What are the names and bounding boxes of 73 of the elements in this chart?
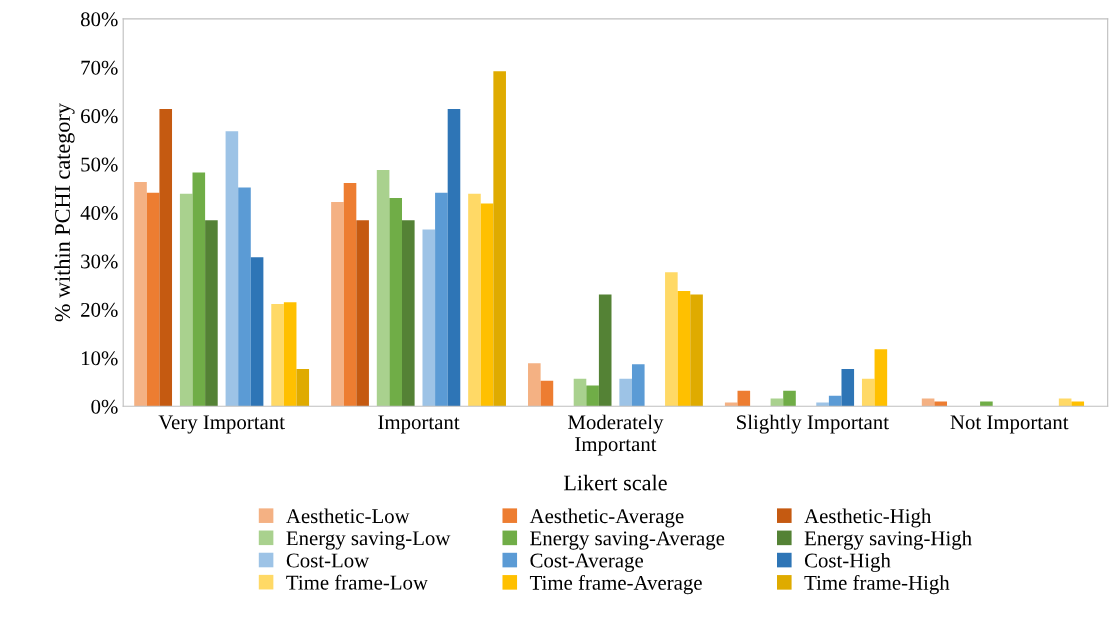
bar [619,378,632,407]
legend-label: Energy saving-Low [286,531,451,550]
bar [179,193,193,407]
y-tick-label: 40% [80,205,118,221]
y-tick-label: 10% [81,351,118,366]
bar [528,363,541,407]
bar [205,220,218,407]
y-tick-label: 70% [81,60,118,75]
bar [540,380,554,407]
x-tick-label: Slightly Important [737,414,889,434]
legend-label: Aesthetic-Low [286,508,410,524]
bar [225,131,239,407]
y-tick-label: 50% [81,157,118,172]
bar [389,198,402,407]
bar [331,201,344,407]
bar [283,302,297,407]
bar [874,349,888,407]
bar [343,183,357,407]
y-tick-label: 20% [81,302,118,317]
bar [435,192,448,407]
bar [468,193,481,407]
bar [296,369,310,407]
bar [737,390,751,407]
x-tick-label: Very Important [158,415,285,434]
bar [934,401,948,407]
bar [828,395,842,407]
x-tick-label: Not Important [950,415,1069,434]
x-tick-label: Important [378,415,460,434]
legend-label: Time frame-Average [529,574,702,595]
bar [402,220,415,407]
bar [665,272,678,407]
y-tick-label: 80% [80,12,118,27]
legend-label: Time frame-Low [286,574,428,590]
bar [447,108,461,407]
bar [376,169,390,407]
bar [271,304,284,407]
bar [861,378,875,407]
bar [980,401,993,407]
bar [841,369,855,407]
legend-label: Time frame-High [804,574,950,595]
y-tick-label: 0% [91,399,118,414]
bar [134,182,147,407]
bar [631,364,645,407]
x-axis-title: Likert scale [563,474,667,491]
legend-label: Cost-High [804,552,891,572]
bar [422,229,436,407]
legend-label: Energy saving-High [804,530,972,550]
bar [677,291,691,407]
legend-label: Cost-Average [530,553,644,572]
bar [586,385,599,407]
bar [192,172,206,407]
y-tick-label: 30% [81,254,118,269]
legend-label: Energy saving-Average [530,531,725,550]
bar [356,220,369,407]
legend-label: Aesthetic-High [804,508,932,528]
y-axis-title: % within PCHI category [54,103,75,322]
bar [493,71,506,407]
bar [480,203,494,407]
x-tick-label: Moderately Important [568,414,664,456]
bar [238,187,251,407]
bar [724,402,738,407]
y-tick-label: 60% [81,109,118,124]
bar [146,192,160,407]
bar [783,390,796,407]
bar [816,402,829,407]
bar [598,294,612,407]
legend-label: Aesthetic-Average [529,508,684,528]
legend-label: Cost-Low [286,553,370,568]
bar [690,294,703,407]
bar [250,257,264,407]
bar [159,108,173,407]
bar [573,378,587,407]
bar [1071,401,1085,407]
